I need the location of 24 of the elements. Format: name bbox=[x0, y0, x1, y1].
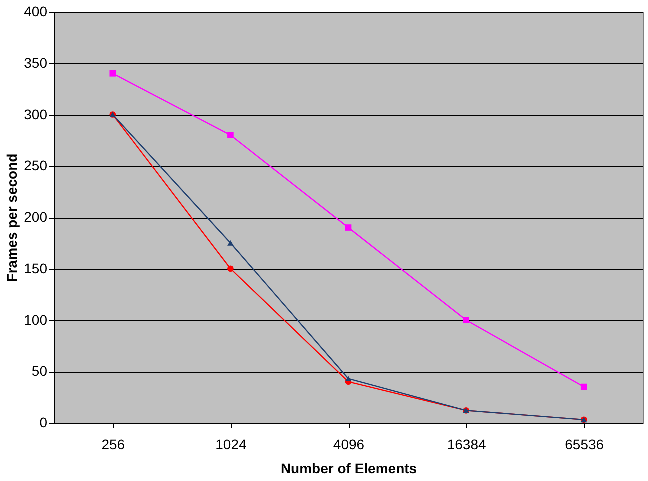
x-tick-label: 16384 bbox=[447, 436, 486, 452]
point bbox=[228, 240, 234, 246]
point bbox=[228, 132, 234, 138]
point bbox=[463, 317, 470, 324]
point bbox=[110, 70, 116, 77]
point bbox=[228, 266, 234, 272]
y-tick-label: 150 bbox=[24, 260, 48, 276]
y-tick-label: 400 bbox=[24, 4, 48, 20]
y-tick-label: 350 bbox=[24, 54, 48, 71]
point bbox=[345, 224, 352, 231]
x-tick-label: 1024 bbox=[216, 436, 247, 452]
y-tick-label: 100 bbox=[24, 312, 48, 328]
x-tick-label: 256 bbox=[102, 436, 126, 452]
y-tick-label: 50 bbox=[32, 363, 48, 380]
y-tick-label: 0 bbox=[40, 414, 48, 430]
y-tick-label: 250 bbox=[24, 158, 48, 174]
y-axis-title: Frames per second bbox=[4, 154, 20, 282]
y-tick-label: 300 bbox=[24, 106, 48, 122]
x-tick-label: 4096 bbox=[333, 436, 365, 452]
point bbox=[580, 384, 588, 390]
x-tick-label: 65536 bbox=[565, 436, 604, 452]
y-tick-label: 200 bbox=[24, 209, 48, 225]
point bbox=[345, 376, 352, 382]
x-axis-title: Number of Elements bbox=[280, 460, 418, 476]
